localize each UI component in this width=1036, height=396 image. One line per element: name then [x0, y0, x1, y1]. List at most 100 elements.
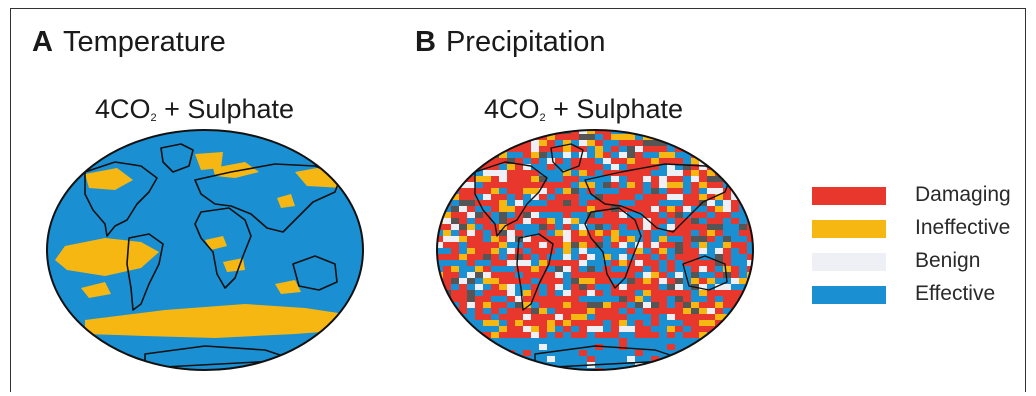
precipitation-cell: [483, 164, 491, 170]
precipitation-cell: [595, 344, 603, 350]
precipitation-cell: [499, 140, 507, 146]
precipitation-cell: [451, 278, 459, 284]
precipitation-cell: [603, 194, 611, 200]
precipitation-cell: [507, 326, 515, 332]
precipitation-cell: [547, 320, 555, 326]
precipitation-cell: [619, 284, 627, 290]
precipitation-cell: [571, 230, 579, 236]
precipitation-cell: [691, 266, 699, 272]
precipitation-cell: [467, 200, 475, 206]
precipitation-cell: [659, 134, 667, 140]
precipitation-cell: [643, 206, 651, 212]
precipitation-cell: [603, 218, 611, 224]
precipitation-cell: [443, 212, 451, 218]
precipitation-cell: [659, 218, 667, 224]
precipitation-cell: [675, 140, 683, 146]
precipitation-cell: [635, 158, 643, 164]
precipitation-cell: [531, 248, 539, 254]
precipitation-cell: [467, 212, 475, 218]
precipitation-cell: [523, 182, 531, 188]
precipitation-cell: [539, 332, 547, 338]
precipitation-cell: [739, 230, 747, 236]
precipitation-cell: [707, 290, 715, 296]
precipitation-cell: [675, 284, 683, 290]
precipitation-cell: [579, 278, 587, 284]
precipitation-cell: [523, 242, 531, 248]
precipitation-cell: [579, 140, 587, 146]
precipitation-cell: [619, 194, 627, 200]
precipitation-cell: [563, 236, 571, 242]
precipitation-cell: [547, 130, 555, 134]
damaging-swatch: [812, 187, 886, 205]
precipitation-cell: [571, 200, 579, 206]
precipitation-cell: [715, 272, 723, 278]
precipitation-cell: [539, 194, 547, 200]
precipitation-cell: [587, 212, 595, 218]
ineffective-region: [277, 194, 295, 208]
precipitation-cell: [731, 266, 739, 272]
precipitation-cell: [507, 308, 515, 314]
precipitation-cell: [635, 320, 643, 326]
precipitation-cell: [659, 194, 667, 200]
precipitation-cell: [555, 302, 563, 308]
precipitation-cell: [579, 158, 587, 164]
precipitation-cell: [467, 146, 475, 152]
precipitation-cell: [715, 230, 723, 236]
precipitation-cell: [715, 182, 723, 188]
precipitation-cell: [571, 218, 579, 224]
precipitation-cell: [475, 152, 483, 158]
precipitation-cell: [499, 278, 507, 284]
precipitation-cell: [499, 218, 507, 224]
precipitation-cell: [539, 176, 547, 182]
precipitation-cell: [459, 284, 467, 290]
ineffective-region: [85, 168, 133, 190]
precipitation-cell: [635, 182, 643, 188]
precipitation-cell: [691, 176, 699, 182]
precipitation-cell: [467, 152, 475, 158]
precipitation-cell: [571, 284, 579, 290]
precipitation-cell: [627, 146, 635, 152]
precipitation-cell: [451, 206, 459, 212]
precipitation-cell: [747, 254, 753, 260]
precipitation-cell: [475, 272, 483, 278]
precipitation-cell: [675, 224, 683, 230]
precipitation-cell: [651, 332, 659, 338]
precipitation-cell: [643, 284, 651, 290]
precipitation-cell: [515, 194, 523, 200]
precipitation-cell: [651, 188, 659, 194]
precipitation-cell: [731, 332, 739, 338]
precipitation-cell: [659, 242, 667, 248]
precipitation-cell: [691, 326, 699, 332]
precipitation-cell: [643, 212, 651, 218]
precipitation-cell: [587, 130, 595, 134]
precipitation-cell: [563, 140, 571, 146]
precipitation-cell: [715, 140, 723, 146]
precipitation-cell: [467, 230, 475, 236]
precipitation-cell: [523, 176, 531, 182]
precipitation-cell: [723, 302, 731, 308]
precipitation-cell: [571, 134, 579, 140]
precipitation-cell: [563, 212, 571, 218]
precipitation-cell: [563, 206, 571, 212]
precipitation-cell: [563, 224, 571, 230]
precipitation-cell: [595, 152, 603, 158]
precipitation-cell: [667, 134, 675, 140]
precipitation-cell: [627, 290, 635, 296]
precipitation-cell: [515, 326, 523, 332]
precipitation-cell: [667, 290, 675, 296]
precipitation-cell: [491, 284, 499, 290]
precipitation-cell: [579, 332, 587, 338]
precipitation-cell: [595, 302, 603, 308]
precipitation-cell: [611, 182, 619, 188]
precipitation-cell: [643, 146, 651, 152]
precipitation-cell: [611, 242, 619, 248]
precipitation-cell: [539, 130, 547, 134]
precipitation-cell: [603, 308, 611, 314]
precipitation-cell: [747, 260, 753, 266]
precipitation-cell: [715, 368, 723, 370]
precipitation-cell: [579, 350, 587, 356]
precipitation-cell: [475, 296, 483, 302]
precipitation-cell: [643, 278, 651, 284]
precipitation-cell: [659, 296, 667, 302]
precipitation-cell: [547, 356, 555, 362]
